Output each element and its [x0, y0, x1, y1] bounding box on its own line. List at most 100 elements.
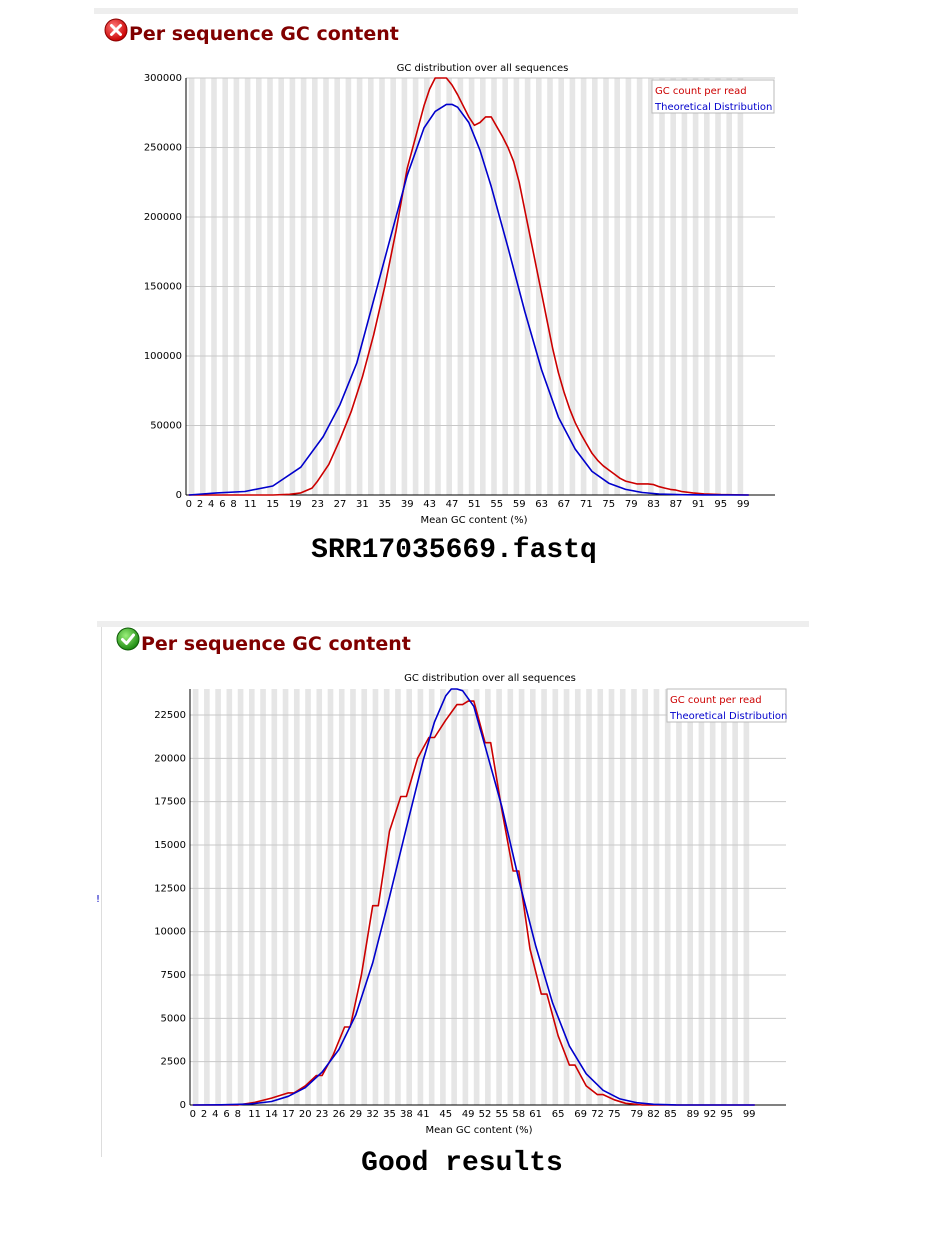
- pass-check-icon: [116, 627, 140, 651]
- x-tick-label: 67: [558, 499, 571, 510]
- bg-stripe: [417, 689, 424, 1105]
- series-line-theoretical: [188, 103, 749, 496]
- series-line-theoretical: [192, 688, 755, 1106]
- x-tick-label: 35: [383, 1109, 396, 1120]
- bg-stripe: [260, 689, 266, 1105]
- bg-stripe: [215, 689, 221, 1105]
- bg-stripe: [192, 689, 199, 1105]
- legend-entry: Theoretical Distribution: [669, 711, 787, 722]
- x-tick-label: 15: [266, 499, 279, 510]
- bg-stripe: [732, 689, 738, 1105]
- y-tick-label: 17500: [154, 797, 186, 808]
- section-divider: [97, 621, 809, 627]
- x-tick-label: 87: [670, 499, 683, 510]
- bg-stripe: [653, 689, 660, 1105]
- y-tick-label: 250000: [144, 143, 182, 154]
- bg-stripe: [428, 689, 435, 1105]
- sample-caption: SRR17035669.fastq: [311, 535, 597, 566]
- x-tick-label: 79: [625, 499, 638, 510]
- x-tick-label: 91: [692, 499, 705, 510]
- bg-stripe: [440, 689, 446, 1105]
- bg-stripe: [642, 689, 649, 1105]
- x-tick-label: 95: [720, 1109, 733, 1120]
- x-tick-label: 6: [219, 499, 225, 510]
- y-tick-label: 0: [180, 1100, 186, 1111]
- bg-stripe: [676, 689, 682, 1105]
- x-tick-label: 75: [602, 499, 615, 510]
- x-tick-label: 79: [630, 1109, 643, 1120]
- y-tick-label: 10000: [154, 927, 186, 938]
- x-tick-label: 27: [334, 499, 347, 510]
- y-tick-label: 7500: [161, 970, 186, 981]
- bg-stripe: [698, 689, 705, 1105]
- x-tick-label: 63: [535, 499, 548, 510]
- x-tick-label: 55: [496, 1109, 509, 1120]
- stray-mark: !: [96, 894, 101, 905]
- y-tick-label: 50000: [150, 421, 182, 432]
- bg-stripe: [204, 689, 210, 1105]
- x-tick-label: 23: [316, 1109, 329, 1120]
- bg-stripe: [709, 689, 716, 1105]
- x-tick-label: 29: [349, 1109, 362, 1120]
- bg-stripe: [530, 689, 536, 1105]
- chart-title: GC distribution over all sequences: [404, 673, 576, 684]
- x-tick-label: 38: [400, 1109, 413, 1120]
- bg-stripe: [664, 689, 671, 1105]
- module-heading: Per sequence GC content: [141, 633, 411, 655]
- x-tick-label: 35: [378, 499, 391, 510]
- x-tick-label: 61: [529, 1109, 542, 1120]
- x-tick-label: 6: [223, 1109, 229, 1120]
- legend-box: [651, 79, 775, 114]
- x-tick-label: 49: [462, 1109, 475, 1120]
- bg-stripe: [249, 689, 255, 1105]
- x-tick-label: 41: [417, 1109, 430, 1120]
- module-heading: Per sequence GC content: [129, 23, 399, 45]
- x-tick-label: 0: [186, 499, 192, 510]
- series-line-gc-count: [188, 77, 749, 496]
- x-tick-label: 14: [265, 1109, 278, 1120]
- x-tick-label: 69: [574, 1109, 587, 1120]
- legend-box: [666, 688, 787, 723]
- y-tick-label: 20000: [154, 753, 186, 764]
- bg-stripe: [597, 689, 604, 1105]
- y-tick-label: 200000: [144, 212, 182, 223]
- x-tick-label: 45: [439, 1109, 452, 1120]
- bg-stripe: [631, 689, 637, 1105]
- y-tick-label: 5000: [161, 1013, 186, 1024]
- bg-stripe: [721, 689, 727, 1105]
- x-tick-label: 2: [197, 499, 203, 510]
- sample-caption: Good results: [361, 1148, 563, 1179]
- x-tick-label: 99: [743, 1109, 756, 1120]
- bg-stripe: [271, 689, 278, 1105]
- bg-stripe: [507, 689, 514, 1105]
- x-tick-label: 72: [591, 1109, 604, 1120]
- x-tick-label: 65: [552, 1109, 565, 1120]
- bg-stripe: [282, 689, 289, 1105]
- bg-stripe: [395, 689, 401, 1105]
- y-tick-label: 12500: [154, 883, 186, 894]
- x-tick-label: 4: [208, 499, 214, 510]
- x-tick-label: 51: [468, 499, 481, 510]
- bg-stripe: [350, 689, 356, 1105]
- x-tick-label: 85: [664, 1109, 677, 1120]
- bg-stripe: [563, 689, 570, 1105]
- bg-stripe: [338, 689, 345, 1105]
- x-tick-label: 8: [235, 1109, 241, 1120]
- y-tick-label: 300000: [144, 73, 182, 84]
- report-panel-2: ! Per sequence GC content 0 2500 5000 7500 1…: [0, 600, 932, 1234]
- x-tick-label: 71: [580, 499, 593, 510]
- bg-stripe: [316, 689, 323, 1105]
- fail-cross-icon: [104, 18, 128, 42]
- bg-stripe: [293, 689, 300, 1105]
- bg-stripe: [743, 689, 750, 1105]
- bg-stripe: [361, 689, 368, 1105]
- bg-stripe: [687, 689, 693, 1105]
- bg-stripe: [406, 689, 412, 1105]
- y-tick-label: 15000: [154, 840, 186, 851]
- bg-stripe: [608, 689, 615, 1105]
- x-tick-label: 32: [366, 1109, 379, 1120]
- x-tick-label: 52: [479, 1109, 492, 1120]
- x-tick-label: 39: [401, 499, 414, 510]
- bg-stripe: [305, 689, 311, 1105]
- section-divider: [94, 8, 798, 14]
